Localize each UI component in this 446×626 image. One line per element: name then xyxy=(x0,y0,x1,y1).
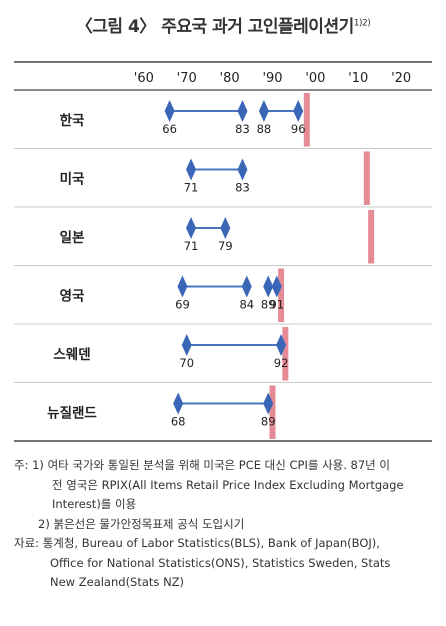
note-1-line-1: 주: 1) 여타 국가와 통일된 분석을 위해 미국은 PCE 대신 CPI를 … xyxy=(14,458,390,472)
country-label: 영국 xyxy=(60,288,85,305)
source-line-2: Office for National Statistics(ONS), Sta… xyxy=(50,555,391,570)
x-tick-label: '80 xyxy=(220,71,240,86)
year-label: 91 xyxy=(269,298,284,312)
target-adoption-bar xyxy=(269,385,276,439)
country-label: 스웨덴 xyxy=(53,347,90,363)
year-label: 79 xyxy=(218,239,233,253)
year-label: 83 xyxy=(235,122,250,136)
episode-diamond-marker xyxy=(263,275,274,298)
episode-diamond-marker xyxy=(237,158,248,181)
note-2: 2) 붉은선은 물가안정목표제 공식 도입시기 xyxy=(38,516,245,531)
note-1-line-3: Interest)를 이용 xyxy=(52,497,137,511)
target-adoption-bar xyxy=(363,151,370,205)
year-label: 71 xyxy=(184,181,199,195)
target-adoption-bar xyxy=(282,327,289,381)
episode-diamond-marker xyxy=(241,275,252,298)
year-label: 71 xyxy=(184,239,199,253)
country-label: 미국 xyxy=(60,172,85,188)
year-label: 96 xyxy=(291,122,306,136)
year-label: 92 xyxy=(274,356,289,370)
country-label: 일본 xyxy=(60,230,85,246)
episode-diamond-marker xyxy=(164,100,175,122)
chart-title-text: 〈그림 4〉 주요국 과거 고인플레이션기 xyxy=(75,17,354,37)
episode-diamond-marker xyxy=(173,392,184,415)
year-label: 84 xyxy=(239,298,254,312)
country-label: 뉴질랜드 xyxy=(47,405,97,422)
range-chart: '60 '70 '80 '90 '00 '10 '20 한국 66 83 88 96 미국 71 83 일본 7… xyxy=(14,61,432,442)
year-label: 70 xyxy=(179,356,194,370)
note-1-line-2: 전 영국은 RPIX(All Items Retail Price Index … xyxy=(52,477,404,492)
year-label: 68 xyxy=(171,415,186,429)
year-label: 88 xyxy=(257,122,272,136)
x-tick-label: '10 xyxy=(348,71,368,86)
chart-title-footnote-marker: 1)2) xyxy=(353,18,371,29)
x-tick-label: '20 xyxy=(391,71,411,86)
episode-diamond-marker xyxy=(293,100,304,122)
target-adoption-bar xyxy=(368,210,375,264)
episode-diamond-marker xyxy=(237,100,248,122)
episode-diamond-marker xyxy=(258,100,269,122)
country-label: 한국 xyxy=(60,113,85,129)
year-label: 66 xyxy=(162,122,177,136)
chart-title: 〈그림 4〉 주요국 과거 고인플레이션기1)2) xyxy=(0,12,446,37)
year-label: 69 xyxy=(175,298,190,312)
episode-diamond-marker xyxy=(181,334,192,356)
episode-diamond-marker xyxy=(186,217,197,239)
x-tick-label: '00 xyxy=(305,71,325,86)
x-tick-label: '60 xyxy=(134,71,154,86)
episode-diamond-marker xyxy=(263,392,274,415)
source-line-3: New Zealand(Stats NZ) xyxy=(50,575,185,589)
year-label: 89 xyxy=(261,298,276,312)
target-adoption-bar xyxy=(278,268,285,322)
x-tick-label: '70 xyxy=(177,71,197,86)
chart-notes: 주: 1) 여타 국가와 통일된 분석을 위해 미국은 PCE 대신 CPI를 … xyxy=(14,456,434,593)
x-tick-label: '90 xyxy=(262,71,282,86)
target-adoption-bar xyxy=(303,93,310,147)
source-line-1: 자료: 통계청, Bureau of Labor Statistics(BLS)… xyxy=(14,536,380,550)
episode-diamond-marker xyxy=(186,158,197,181)
episode-diamond-marker xyxy=(271,275,282,298)
year-label: 89 xyxy=(261,415,276,429)
year-label: 83 xyxy=(235,181,250,195)
episode-diamond-marker xyxy=(177,275,188,298)
episode-diamond-marker xyxy=(220,217,231,239)
episode-diamond-marker xyxy=(276,334,287,356)
